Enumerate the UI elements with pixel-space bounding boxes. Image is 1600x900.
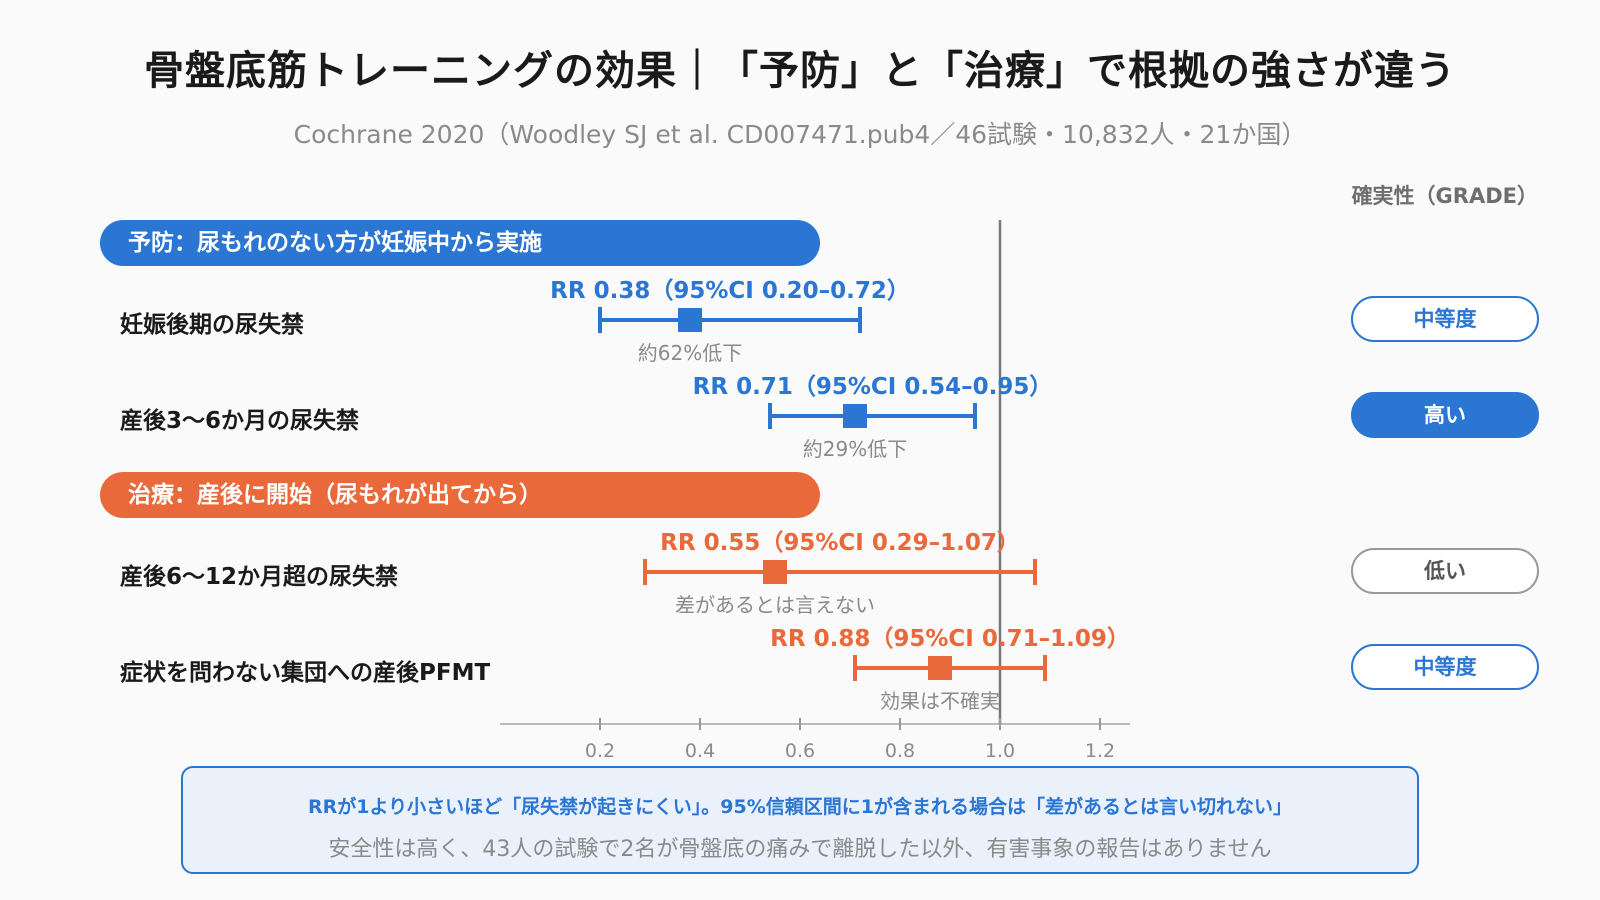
explanation-safety-note: 安全性は高く、43人の試験で2名が骨盤底の痛みで離脱した以外、有害事象の報告はあ… — [328, 837, 1272, 862]
effect-note: 効果は不確実 — [880, 689, 1000, 713]
x-tick-label: 0.6 — [785, 740, 815, 762]
rr-label: RR 0.71（95%CI 0.54–0.95） — [693, 373, 1053, 400]
grade-badge-moderate: 中等度 — [1351, 644, 1539, 690]
point-estimate — [928, 656, 952, 680]
row-label-late-pregnancy: 妊娠後期の尿失禁 — [120, 312, 304, 338]
explanation-box: RRが1より小さいほど「尿失禁が起きにくい」。95%信頼区間に1が含まれる場合は… — [181, 766, 1419, 874]
rr-label: RR 0.38（95%CI 0.20–0.72） — [550, 277, 910, 304]
effect-note: 約62%低下 — [638, 341, 742, 365]
page-title: 骨盤底筋トレーニングの効果｜「予防」と「治療」で根拠の強さが違う — [144, 48, 1456, 94]
point-estimate — [678, 308, 702, 332]
x-tick-label: 0.4 — [685, 740, 715, 762]
point-estimate — [843, 404, 867, 428]
effect-note: 約29%低下 — [803, 437, 907, 461]
section-treatment-banner: 治療：産後に開始（尿もれが出てから） — [100, 472, 820, 518]
effect-note: 差があるとは言えない — [675, 593, 875, 617]
x-tick-label: 1.0 — [985, 740, 1015, 762]
x-tick-label: 0.8 — [885, 740, 915, 762]
section-prevention-banner: 予防：尿もれのない方が妊娠中から実施 — [100, 220, 820, 266]
explanation-rr-interpretation: RRが1より小さいほど「尿失禁が起きにくい」。95%信頼区間に1が含まれる場合は… — [308, 796, 1292, 818]
rr-label: RR 0.55（95%CI 0.29–1.07） — [660, 529, 1020, 556]
page-subtitle: Cochrane 2020（Woodley SJ et al. CD007471… — [293, 120, 1307, 149]
x-tick-label: 0.2 — [585, 740, 615, 762]
grade-column-header: 確実性（GRADE） — [1351, 184, 1538, 208]
rr-label: RR 0.88（95%CI 0.71–1.09） — [770, 625, 1130, 652]
grade-badge-low: 低い — [1351, 548, 1539, 594]
grade-badge-high: 高い — [1351, 392, 1539, 438]
point-estimate — [763, 560, 787, 584]
row-label-postpartum-6-12m: 産後6〜12か月超の尿失禁 — [120, 564, 399, 590]
x-tick-label: 1.2 — [1085, 740, 1115, 762]
row-label-postpartum-3-6m: 産後3〜6か月の尿失禁 — [120, 408, 360, 434]
grade-badge-moderate: 中等度 — [1351, 296, 1539, 342]
row-label-postpartum-pfmt: 症状を問わない集団への産後PFMT — [120, 660, 491, 686]
